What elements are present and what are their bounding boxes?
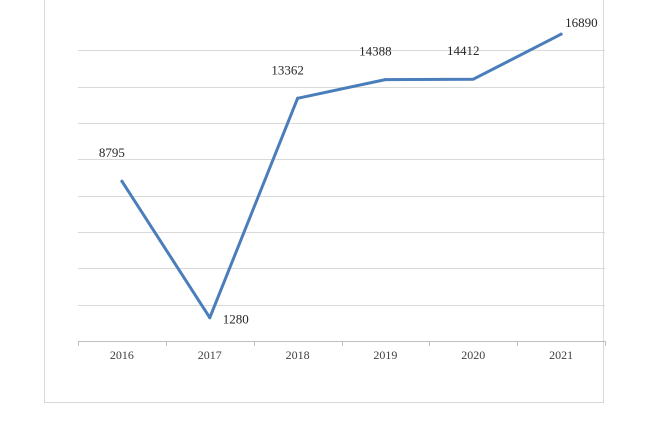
data-point-2018 bbox=[296, 96, 300, 100]
series-line bbox=[120, 32, 563, 320]
data-labels: 8795 1280 13362 14388 14412 16890 bbox=[99, 15, 598, 327]
data-point-2016 bbox=[120, 179, 124, 183]
x-tick-label-2021: 2021 bbox=[549, 348, 573, 362]
gridlines bbox=[78, 50, 605, 306]
x-tick-label-2020: 2020 bbox=[461, 348, 485, 362]
data-label-2016: 8795 bbox=[99, 145, 125, 160]
series-line-layer bbox=[120, 32, 563, 320]
data-label-2018: 13362 bbox=[271, 62, 304, 77]
data-point-2021 bbox=[559, 32, 563, 36]
x-tick-label-2016: 2016 bbox=[110, 348, 134, 362]
x-tick-label-2017: 2017 bbox=[198, 348, 222, 362]
data-point-2019 bbox=[383, 78, 387, 82]
data-label-2021: 16890 bbox=[565, 15, 598, 30]
x-tick-label-2018: 2018 bbox=[286, 348, 310, 362]
data-label-2019: 14388 bbox=[359, 44, 392, 59]
data-point-2020 bbox=[471, 77, 475, 81]
data-label-2020: 14412 bbox=[447, 43, 480, 58]
x-tick-label-2019: 2019 bbox=[373, 348, 397, 362]
chart-area bbox=[44, 0, 604, 403]
data-point-2017 bbox=[208, 316, 212, 320]
x-axis: 2016 2017 2018 2019 2020 2021 bbox=[78, 341, 606, 362]
data-label-2017: 1280 bbox=[223, 312, 249, 327]
